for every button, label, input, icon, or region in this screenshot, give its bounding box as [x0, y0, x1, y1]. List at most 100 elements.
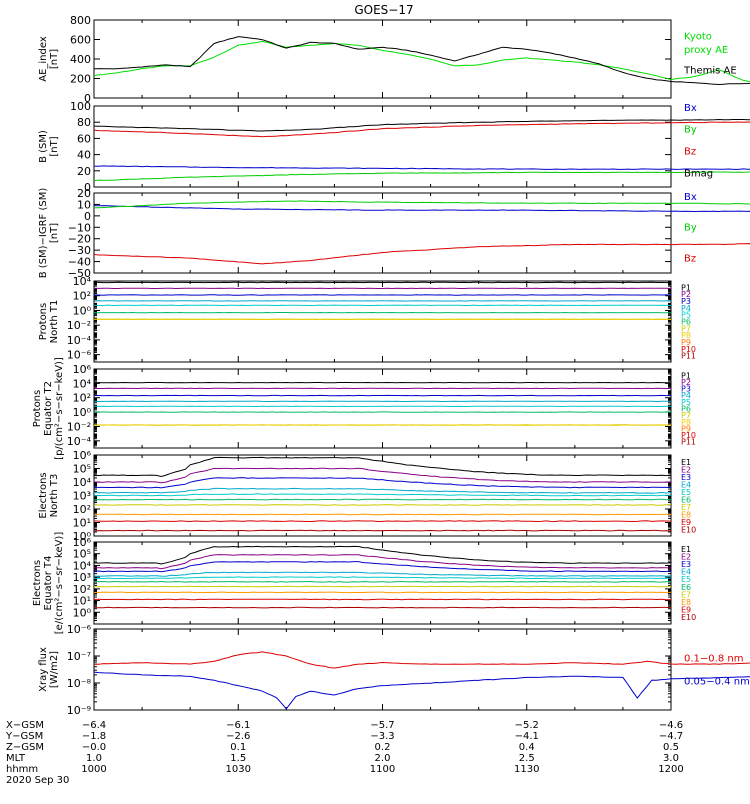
channel-line — [94, 577, 671, 579]
channel-line — [94, 514, 671, 515]
series-label: Bz — [684, 254, 696, 265]
y-tick-label: 10 — [77, 198, 91, 211]
time-row-value: 1030 — [226, 764, 251, 775]
y-tick-label: −40 — [68, 256, 91, 269]
y-tick-label: 10³ — [73, 490, 91, 503]
series-line — [94, 41, 750, 83]
y-axis-label-line: [p/(cm²−s−sr−keV)] — [54, 357, 65, 460]
channel-label: P11 — [681, 438, 696, 447]
series-line — [94, 239, 750, 264]
series-label: proxy AE — [684, 45, 728, 56]
y-tick-label: −20 — [68, 233, 91, 246]
series-line — [94, 171, 750, 181]
y-axis-label-line: B (SM)−IGRF (SM) — [38, 188, 49, 279]
y-axis-label-line: Protons — [32, 390, 43, 427]
y-axis-label-line: B (SM) — [38, 130, 49, 163]
channel-line — [94, 546, 671, 564]
series-label: Bz — [684, 147, 696, 158]
channel-line — [94, 555, 671, 569]
series-label: Themis AE — [683, 66, 737, 77]
y-axis-label-line: Electrons — [38, 472, 49, 518]
y-tick-label: 600 — [70, 34, 91, 47]
time-row-value: 1000 — [81, 764, 106, 775]
y-tick-label: 10⁻⁴ — [67, 334, 92, 347]
y-tick-label: 10⁻⁶ — [67, 623, 92, 636]
panel-frame — [94, 369, 671, 448]
series-label: Bx — [684, 103, 697, 114]
y-tick-label: 40 — [77, 149, 91, 162]
y-tick-label: 10⁻⁷ — [67, 650, 91, 663]
channel-label: E10 — [681, 613, 696, 622]
y-tick-label: 10⁻² — [67, 319, 91, 332]
series-line — [94, 201, 750, 208]
y-axis-label: AE_index[nT] — [38, 36, 60, 82]
channel-line — [94, 572, 671, 576]
y-axis-label-line: Electrons — [32, 560, 43, 606]
y-axis-label-line: Protons — [38, 303, 49, 340]
channel-line — [94, 586, 671, 587]
time-row-value: 1200 — [658, 764, 683, 775]
y-tick-label: 10² — [73, 503, 91, 516]
channel-line — [94, 599, 671, 600]
series-line — [94, 672, 750, 709]
y-tick-label: 10² — [73, 392, 91, 405]
channel-line — [94, 488, 671, 493]
y-tick-label: 10⁰ — [73, 406, 92, 419]
time-row-value: −5.2 — [515, 720, 539, 731]
time-row-value: 1.0 — [86, 753, 102, 764]
y-axis-label-line: [nT] — [49, 49, 60, 69]
channel-line — [94, 592, 671, 593]
channel-label: P11 — [681, 352, 696, 361]
time-row-label: hhmm — [6, 764, 38, 775]
time-row-value: −4.6 — [659, 720, 683, 731]
plot-title: GOES−17 — [354, 3, 413, 17]
y-axis-label-line: [e/(cm²−s−sr−keV)] — [54, 532, 65, 635]
y-tick-label: 200 — [70, 73, 91, 86]
series-line — [94, 206, 750, 212]
time-row-value: −3.3 — [370, 731, 394, 742]
time-row-label: Y−GSM — [5, 731, 43, 742]
y-tick-label: 10⁻⁶ — [67, 349, 92, 362]
channel-label: E10 — [681, 525, 696, 534]
y-axis-label-line: [nT] — [49, 136, 60, 156]
y-axis-label-line: AE_index — [38, 36, 49, 82]
time-row-value: 2.0 — [375, 753, 391, 764]
series-line — [94, 37, 750, 85]
y-axis-label: B (SM)[nT] — [38, 130, 60, 163]
y-axis-label-line: North T1 — [49, 300, 60, 344]
series-label: 0.05−0.4 nm — [684, 676, 750, 687]
time-row-value: 0.5 — [663, 742, 679, 753]
series-label: 0.1−0.8 nm — [684, 653, 743, 664]
y-axis-label-line: Equator T4 — [43, 556, 54, 611]
time-row-value: −2.6 — [226, 731, 250, 742]
y-axis-label: B (SM)−IGRF (SM)[nT] — [38, 188, 60, 279]
time-row-value: −0.0 — [82, 742, 106, 753]
channel-line — [94, 530, 671, 531]
series-label: By — [684, 125, 697, 136]
y-axis-label: Xray flux[W/m2] — [38, 647, 60, 692]
time-row-value: −6.4 — [82, 720, 106, 731]
time-row-value: 0.4 — [519, 742, 535, 753]
y-tick-label: −30 — [68, 244, 91, 257]
y-tick-label: 800 — [70, 14, 91, 27]
y-tick-label: 10⁻² — [67, 420, 91, 433]
time-row-label: X−GSM — [6, 720, 44, 731]
y-tick-label: 10⁰ — [73, 606, 92, 619]
time-row-label: MLT — [6, 753, 26, 764]
series-label: Kyoto — [684, 32, 712, 43]
y-tick-label: 10⁻⁸ — [67, 677, 92, 690]
time-row-value: 1130 — [514, 764, 539, 775]
time-row-value: 1.5 — [230, 753, 246, 764]
y-tick-label: 10⁴ — [73, 377, 92, 390]
